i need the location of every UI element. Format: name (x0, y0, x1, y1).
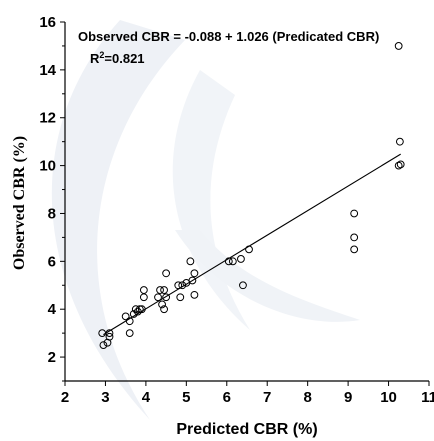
data-point (139, 286, 148, 294)
data-point (125, 317, 134, 326)
y-axis-title: Observed CBR (%) (11, 136, 28, 270)
data-point (350, 233, 359, 242)
x-tick-label: 10 (380, 389, 397, 406)
x-tick-label: 5 (182, 389, 190, 406)
data-point (350, 209, 359, 218)
data-point (125, 329, 134, 338)
data-point (186, 257, 195, 266)
y-tick-label: 4 (48, 301, 57, 318)
data-point (156, 286, 164, 294)
data-point (178, 281, 187, 290)
r-squared-symbol: R (90, 51, 100, 66)
data-point (162, 269, 171, 278)
x-tick-label: 8 (303, 389, 311, 406)
data-point (131, 305, 140, 314)
data-point (224, 257, 233, 266)
x-tick-label: 11 (421, 389, 434, 406)
data-point (394, 161, 403, 170)
data-point (160, 286, 168, 294)
data-point (396, 160, 405, 169)
data-point (135, 305, 144, 314)
data-point (105, 329, 114, 338)
y-tick-label: 8 (48, 205, 56, 222)
data-point (350, 245, 359, 254)
data-point (176, 293, 185, 302)
data-point (154, 293, 162, 302)
x-tick-label: 9 (344, 389, 352, 406)
data-point (395, 137, 404, 146)
axes (60, 21, 430, 386)
data-point (160, 305, 168, 314)
regression-line-group (103, 153, 401, 336)
data-point (137, 305, 146, 314)
regression-equation: Observed CBR = -0.088 + 1.026 (Predicate… (78, 29, 379, 44)
y-tick-label: 10 (39, 158, 56, 175)
r-squared-value: =0.821 (104, 51, 144, 66)
data-point (174, 281, 183, 290)
y-tick-label: 2 (48, 349, 56, 366)
data-point (188, 276, 197, 285)
y-tick-label: 6 (48, 253, 56, 270)
x-tick-label: 4 (142, 389, 151, 406)
data-point (139, 293, 148, 302)
data-point (121, 312, 130, 321)
x-tick-label: 2 (61, 389, 69, 406)
data-point (133, 307, 142, 316)
data-point (245, 245, 253, 254)
tick-labels: 2 3 4 5 6 7 8 9 10 11 2 4 6 8 10 12 14 16 (39, 14, 434, 406)
data-point (190, 290, 199, 299)
data-point (228, 257, 237, 266)
x-tick-label: 7 (263, 389, 271, 406)
data-point (105, 332, 114, 341)
x-tick-label: 6 (223, 389, 231, 406)
x-tick-label: 3 (101, 389, 109, 406)
y-tick-label: 16 (39, 14, 56, 31)
data-point (129, 310, 138, 318)
data-point (158, 300, 166, 309)
data-point (237, 255, 245, 263)
regression-line (103, 153, 401, 336)
data-point (162, 293, 171, 302)
x-axis-title: Predicted CBR (%) (176, 421, 317, 438)
r-squared-superscript: 2 (99, 50, 104, 60)
r-squared-label: R2=0.821 (90, 50, 145, 66)
data-point (239, 281, 247, 290)
data-points (98, 42, 405, 350)
y-tick-label: 12 (39, 110, 56, 127)
y-tick-label: 14 (39, 62, 56, 79)
data-point (99, 341, 108, 350)
data-point (394, 42, 403, 50)
data-point (190, 269, 199, 278)
data-point (98, 329, 107, 338)
